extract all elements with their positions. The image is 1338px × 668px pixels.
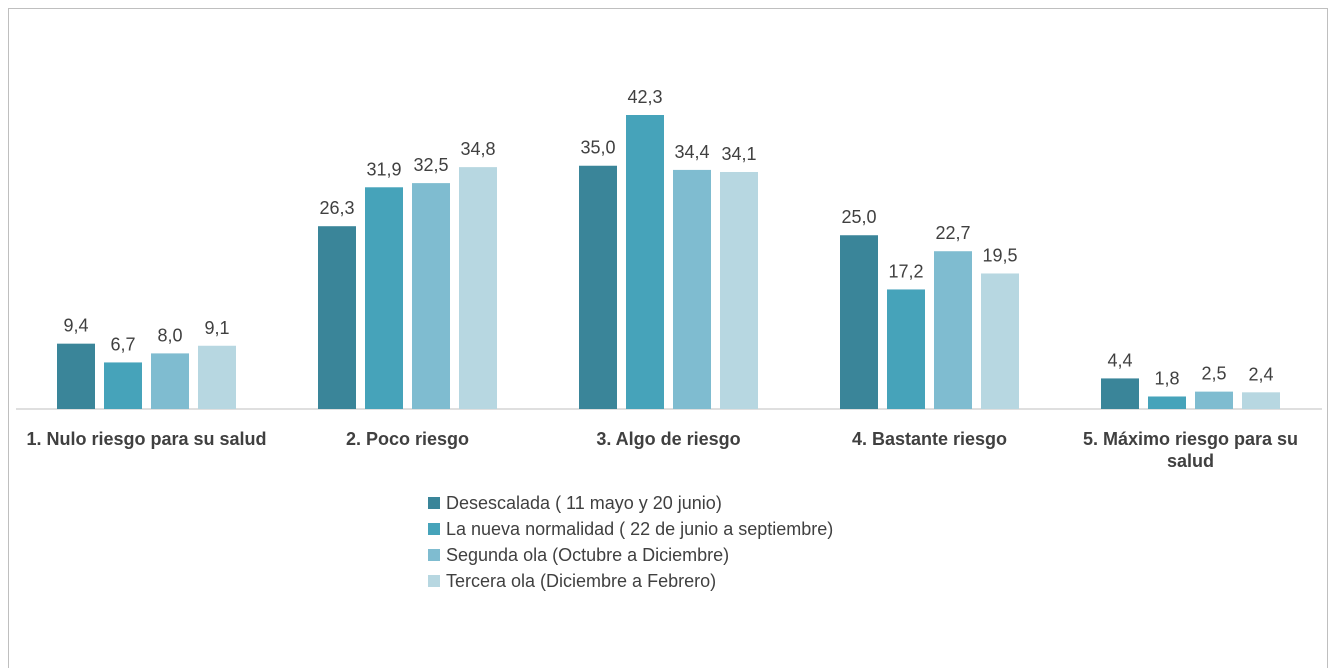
x-tick-label: 3. Algo de riesgo xyxy=(596,429,741,449)
bar xyxy=(198,345,236,409)
legend-item: Tercera ola (Diciembre a Febrero) xyxy=(428,568,833,594)
bar xyxy=(720,171,758,409)
value-label: 35,0 xyxy=(580,138,615,158)
value-label: 19,5 xyxy=(982,245,1017,265)
legend-label: Desescalada ( 11 mayo y 20 junio) xyxy=(446,492,722,513)
legend: Desescalada ( 11 mayo y 20 junio) La nuev… xyxy=(428,490,833,594)
bar xyxy=(104,362,142,409)
value-label: 32,5 xyxy=(413,155,448,175)
bar xyxy=(57,343,95,409)
value-label: 2,4 xyxy=(1248,364,1273,384)
value-label: 25,0 xyxy=(841,207,876,227)
legend-swatch xyxy=(428,549,440,561)
bar xyxy=(1195,391,1233,409)
bar xyxy=(579,165,617,409)
value-label: 34,4 xyxy=(674,142,709,162)
bar xyxy=(1148,396,1186,409)
bar xyxy=(459,167,497,409)
legend-swatch xyxy=(428,497,440,509)
value-label: 26,3 xyxy=(319,198,354,218)
value-label: 34,8 xyxy=(460,139,495,159)
legend-label: Tercera ola (Diciembre a Febrero) xyxy=(446,570,717,591)
legend-item: La nueva normalidad ( 22 de junio a sept… xyxy=(428,516,833,542)
value-label: 9,1 xyxy=(204,318,229,338)
bar xyxy=(151,353,189,409)
value-label: 9,4 xyxy=(63,316,88,336)
bar xyxy=(673,169,711,409)
x-tick-label: 5. Máximo riesgo para su salud xyxy=(1082,429,1299,471)
bar xyxy=(840,235,878,409)
chart-frame xyxy=(8,8,1328,668)
value-label: 8,0 xyxy=(157,325,182,345)
bar xyxy=(1101,378,1139,409)
value-label: 1,8 xyxy=(1154,368,1179,388)
legend-label: La nueva normalidad ( 22 de junio a sept… xyxy=(446,518,834,539)
value-label: 34,1 xyxy=(721,144,756,164)
bar xyxy=(318,226,356,409)
bar xyxy=(365,187,403,409)
legend-item: Segunda ola (Octubre a Diciembre) xyxy=(428,542,833,568)
value-label: 31,9 xyxy=(366,159,401,179)
bar xyxy=(626,115,664,409)
legend-label: Segunda ola (Octubre a Diciembre) xyxy=(446,544,730,565)
value-label: 2,5 xyxy=(1201,364,1226,384)
value-label: 22,7 xyxy=(935,223,970,243)
bar xyxy=(1242,392,1280,409)
bar xyxy=(934,251,972,409)
bar xyxy=(412,183,450,409)
value-label: 6,7 xyxy=(110,334,135,354)
x-tick-label: 1. Nulo riesgo para su salud xyxy=(26,429,267,449)
x-tick-label: 2. Poco riesgo xyxy=(345,429,470,449)
legend-swatch xyxy=(428,523,440,535)
value-label: 4,4 xyxy=(1107,350,1132,370)
bar xyxy=(887,289,925,409)
value-label: 42,3 xyxy=(627,87,662,107)
legend-item: Desescalada ( 11 mayo y 20 junio) xyxy=(428,490,833,516)
value-label: 17,2 xyxy=(888,261,923,281)
legend-swatch xyxy=(428,575,440,587)
bar xyxy=(981,273,1019,409)
x-tick-label: 4. Bastante riesgo xyxy=(851,429,1008,449)
